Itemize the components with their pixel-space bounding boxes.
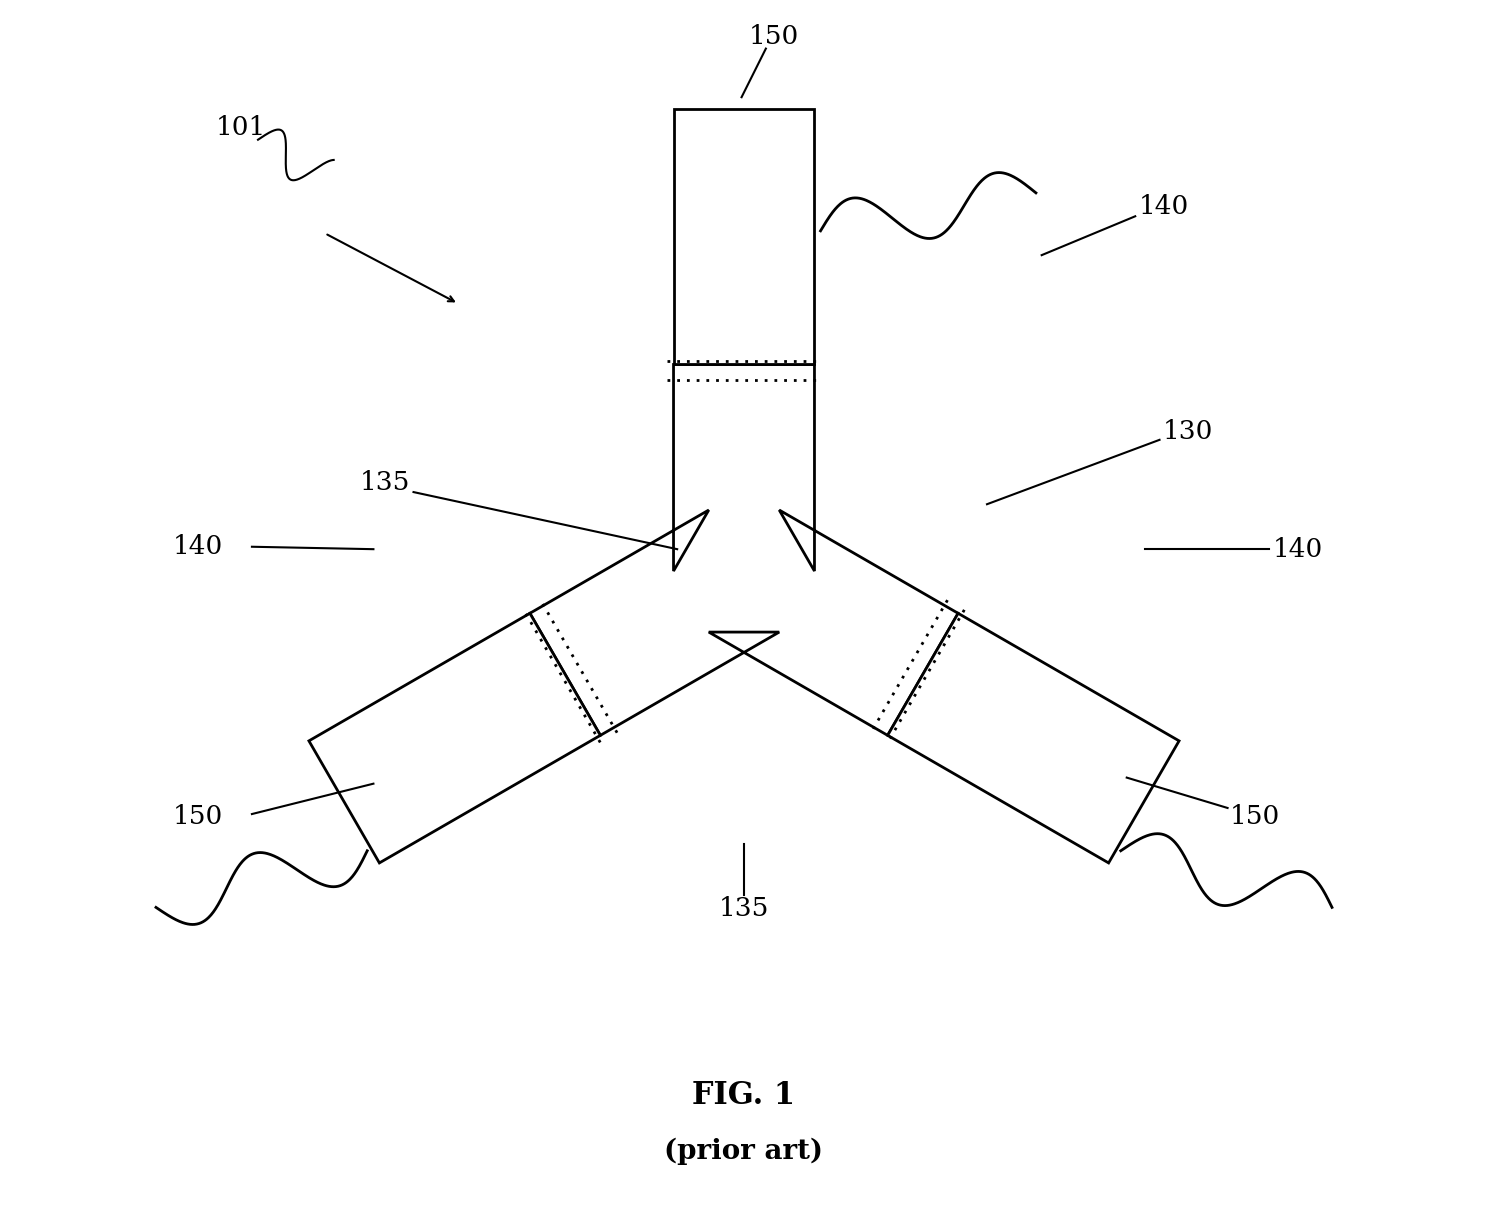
Text: 150: 150 xyxy=(173,804,223,829)
Text: 140: 140 xyxy=(173,535,223,559)
Text: 140: 140 xyxy=(1272,537,1323,561)
Polygon shape xyxy=(530,364,958,735)
Text: 135: 135 xyxy=(360,470,409,495)
Text: 140: 140 xyxy=(1138,194,1189,219)
Polygon shape xyxy=(674,109,814,364)
Text: FIG. 1: FIG. 1 xyxy=(692,1080,796,1112)
Text: 150: 150 xyxy=(1231,804,1280,829)
Text: (prior art): (prior art) xyxy=(665,1138,823,1165)
Text: 150: 150 xyxy=(750,24,799,49)
Polygon shape xyxy=(888,614,1178,863)
Text: 130: 130 xyxy=(1164,419,1214,443)
Text: 135: 135 xyxy=(719,897,769,921)
Text: 101: 101 xyxy=(216,115,266,140)
Polygon shape xyxy=(310,614,600,863)
